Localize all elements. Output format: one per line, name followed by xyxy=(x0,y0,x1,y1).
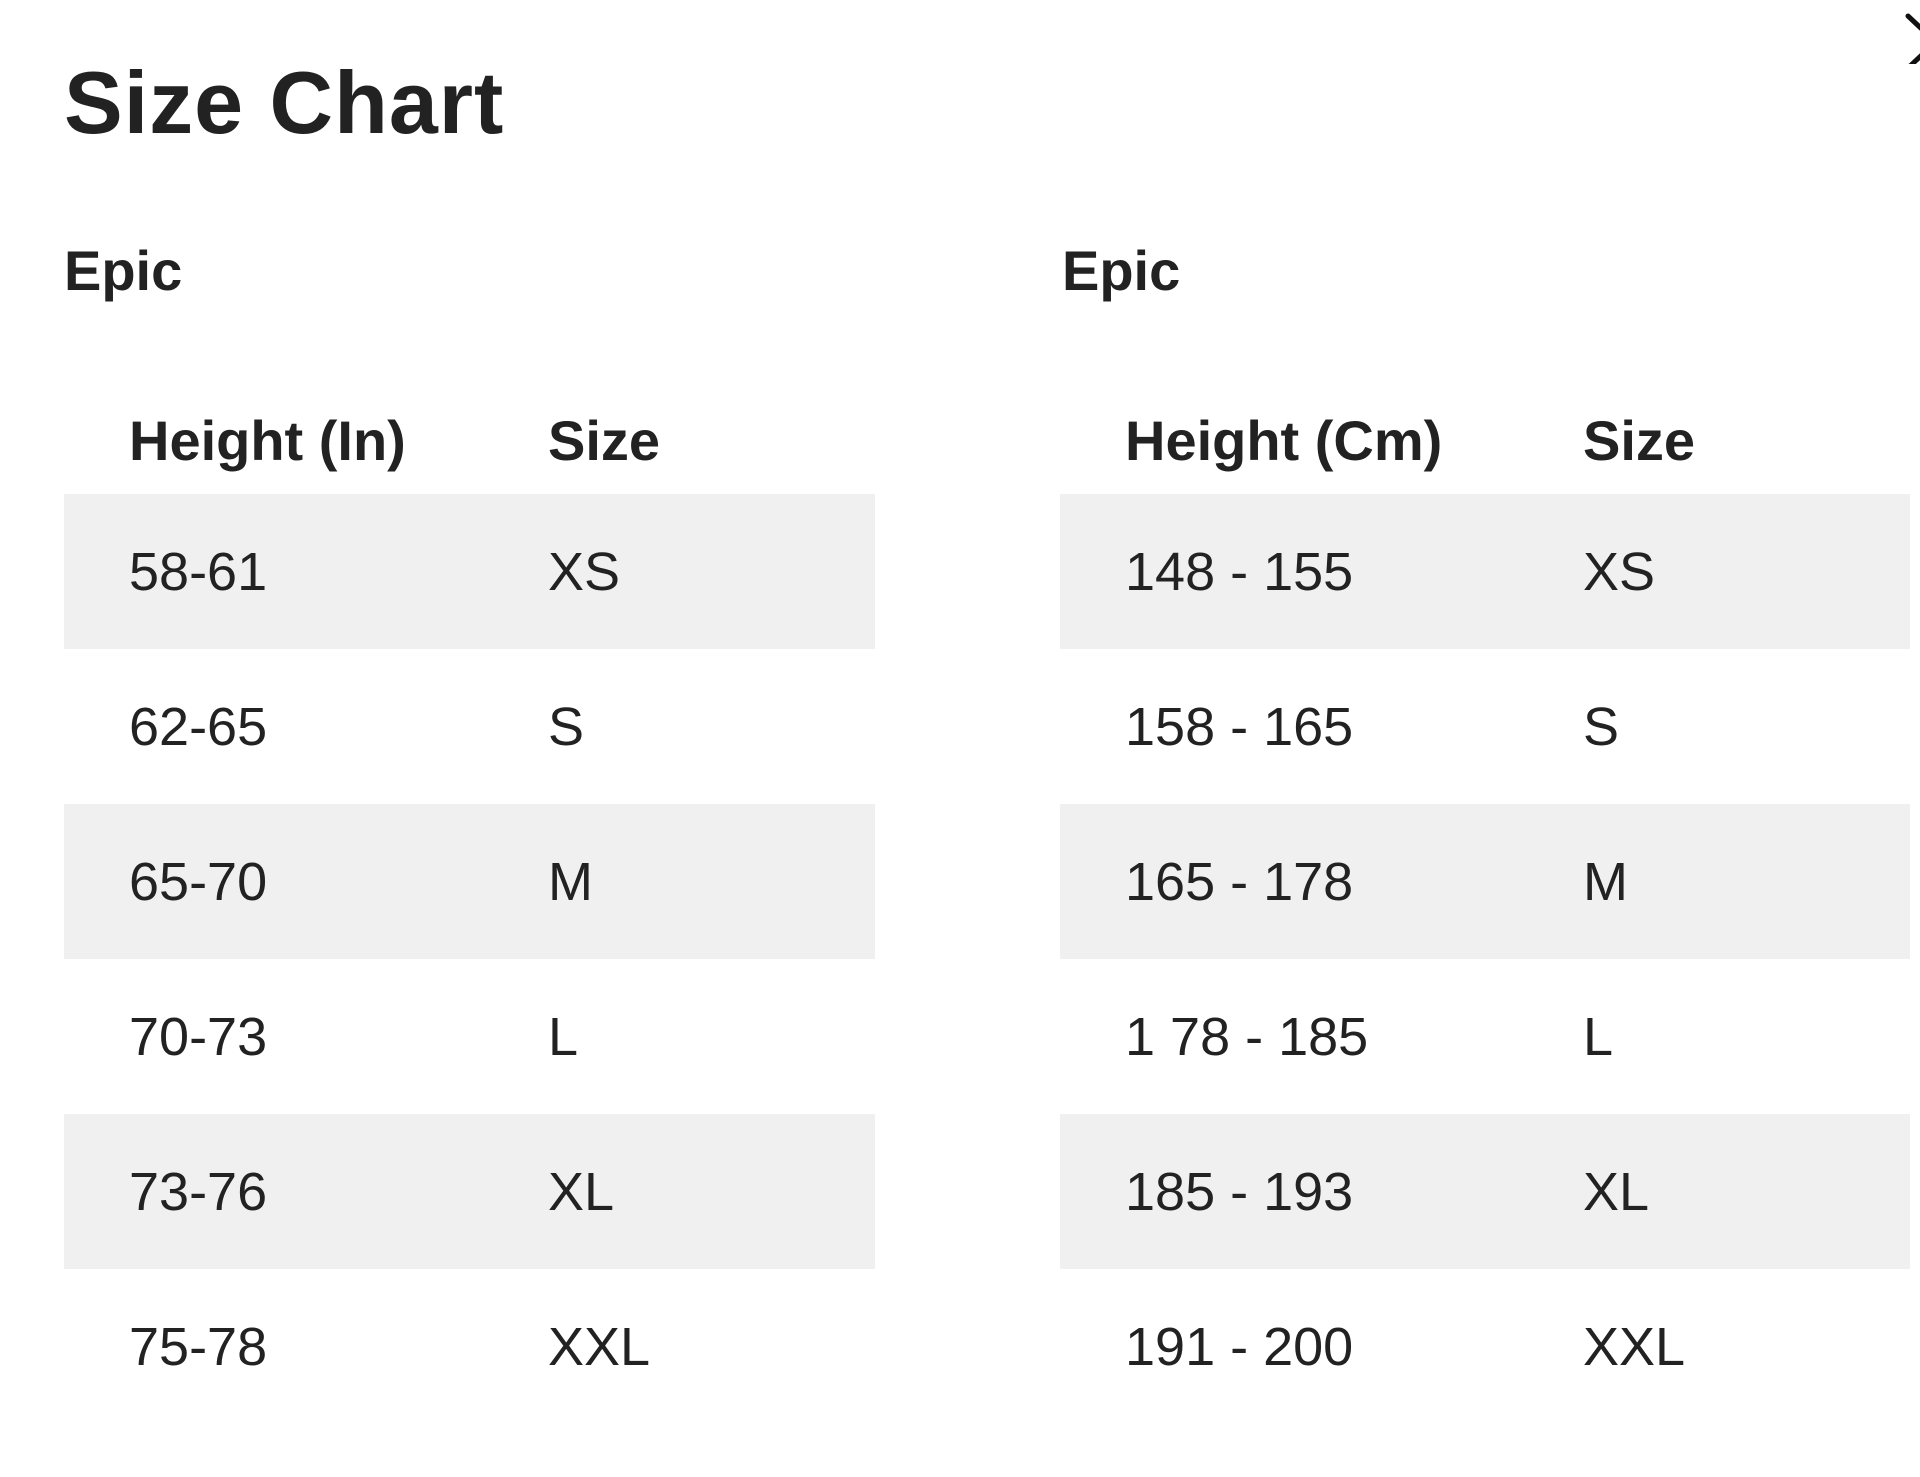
table-row: 158 - 165 S xyxy=(1060,649,1910,804)
size-cell: L xyxy=(1583,1006,1614,1067)
page-title: Size Chart xyxy=(64,53,505,152)
height-cell: 73-76 xyxy=(129,1161,268,1222)
height-cell: Height (Cm) xyxy=(1125,408,1443,472)
size-cell: S xyxy=(1583,696,1620,757)
height-cell: 185 - 193 xyxy=(1125,1161,1354,1222)
table-header: Height (In) Size xyxy=(64,386,875,494)
size-cell: S xyxy=(548,696,585,757)
section-heading: Epic xyxy=(64,239,183,302)
size-cell: L xyxy=(548,1006,579,1067)
section-centimeters: Epic xyxy=(1062,236,1180,306)
height-cell: 1 78 - 185 xyxy=(1125,1006,1369,1067)
size-table-inches: Height (In) Size 58-61 XS 62-65 S 65-70 M 70-73 L… xyxy=(64,386,875,1424)
table-row: 165 - 178 M xyxy=(1060,804,1910,959)
table-row: 1 78 - 185 L xyxy=(1060,959,1910,1114)
size-cell: M xyxy=(1583,851,1628,912)
table-row: 65-70 M xyxy=(64,804,875,959)
size-cell: XL xyxy=(1583,1161,1650,1222)
size-cell: XXL xyxy=(1583,1316,1686,1377)
size-cell: Size xyxy=(548,408,661,472)
size-cell: XL xyxy=(548,1161,615,1222)
size-cell: Size xyxy=(1583,408,1696,472)
height-cell: 70-73 xyxy=(129,1006,268,1067)
section-inches: Epic xyxy=(64,236,182,306)
table-row: 62-65 S xyxy=(64,649,875,804)
table-row: 58-61 XS xyxy=(64,494,875,649)
height-cell: 148 - 155 xyxy=(1125,541,1354,602)
table-row: 73-76 XL xyxy=(64,1114,875,1269)
size-cell: XS xyxy=(548,541,621,602)
size-cell: M xyxy=(548,851,593,912)
table-row: 185 - 193 XL xyxy=(1060,1114,1910,1269)
table-row: 191 - 200 XXL xyxy=(1060,1269,1910,1424)
height-cell: 158 - 165 xyxy=(1125,696,1354,757)
close-icon xyxy=(1905,13,1920,71)
size-cell: XXL xyxy=(548,1316,651,1377)
table-row: 75-78 XXL xyxy=(64,1269,875,1424)
table-row: 148 - 155 XS xyxy=(1060,494,1910,649)
table-header: Height (Cm) Size xyxy=(1060,386,1910,494)
table-row: 70-73 L xyxy=(64,959,875,1114)
section-heading: Epic xyxy=(1062,239,1181,302)
height-cell: 191 - 200 xyxy=(1125,1316,1354,1377)
height-cell: 165 - 178 xyxy=(1125,851,1354,912)
close-button[interactable] xyxy=(1902,8,1920,71)
size-table-centimeters: Height (Cm) Size 148 - 155 XS 158 - 165 S 165 … xyxy=(1060,386,1910,1424)
height-cell: 58-61 xyxy=(129,541,268,602)
height-cell: 62-65 xyxy=(129,696,268,757)
height-cell: 75-78 xyxy=(129,1316,268,1377)
height-cell: 65-70 xyxy=(129,851,268,912)
height-cell: Height (In) xyxy=(129,408,406,472)
size-cell: XS xyxy=(1583,541,1656,602)
